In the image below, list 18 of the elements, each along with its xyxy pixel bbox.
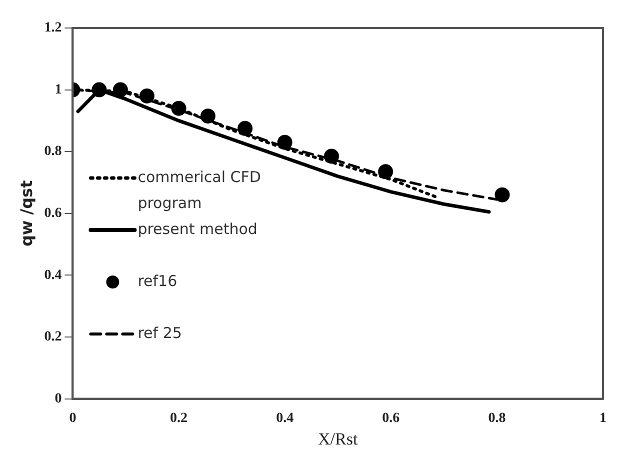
- y-tick-label: 0.4: [44, 268, 62, 283]
- y-tick-label: 0.2: [44, 330, 62, 345]
- y-tick-label: 1.2: [44, 20, 62, 36]
- legend-label: present method: [138, 220, 258, 238]
- x-tick-label: 0.2: [170, 410, 188, 426]
- y-tick-label: 0.6: [44, 206, 62, 222]
- x-tick-label: 0.6: [382, 410, 400, 426]
- x-tick-label: 0.4: [276, 410, 294, 426]
- x-tick-label: 1: [600, 410, 606, 426]
- legend-label: ref16: [138, 272, 178, 290]
- x-tick-label: 0.8: [488, 410, 506, 426]
- y-axis-title: qw /qst: [16, 180, 36, 247]
- legend-label: ref 25: [138, 324, 182, 342]
- x-tick-label: 0: [69, 410, 76, 426]
- x-axis-title: X/Rst: [318, 429, 358, 448]
- y-tick-label: 0.8: [44, 144, 62, 160]
- y-tick-label: 1: [54, 82, 62, 98]
- y-tick-label: 0: [54, 391, 62, 406]
